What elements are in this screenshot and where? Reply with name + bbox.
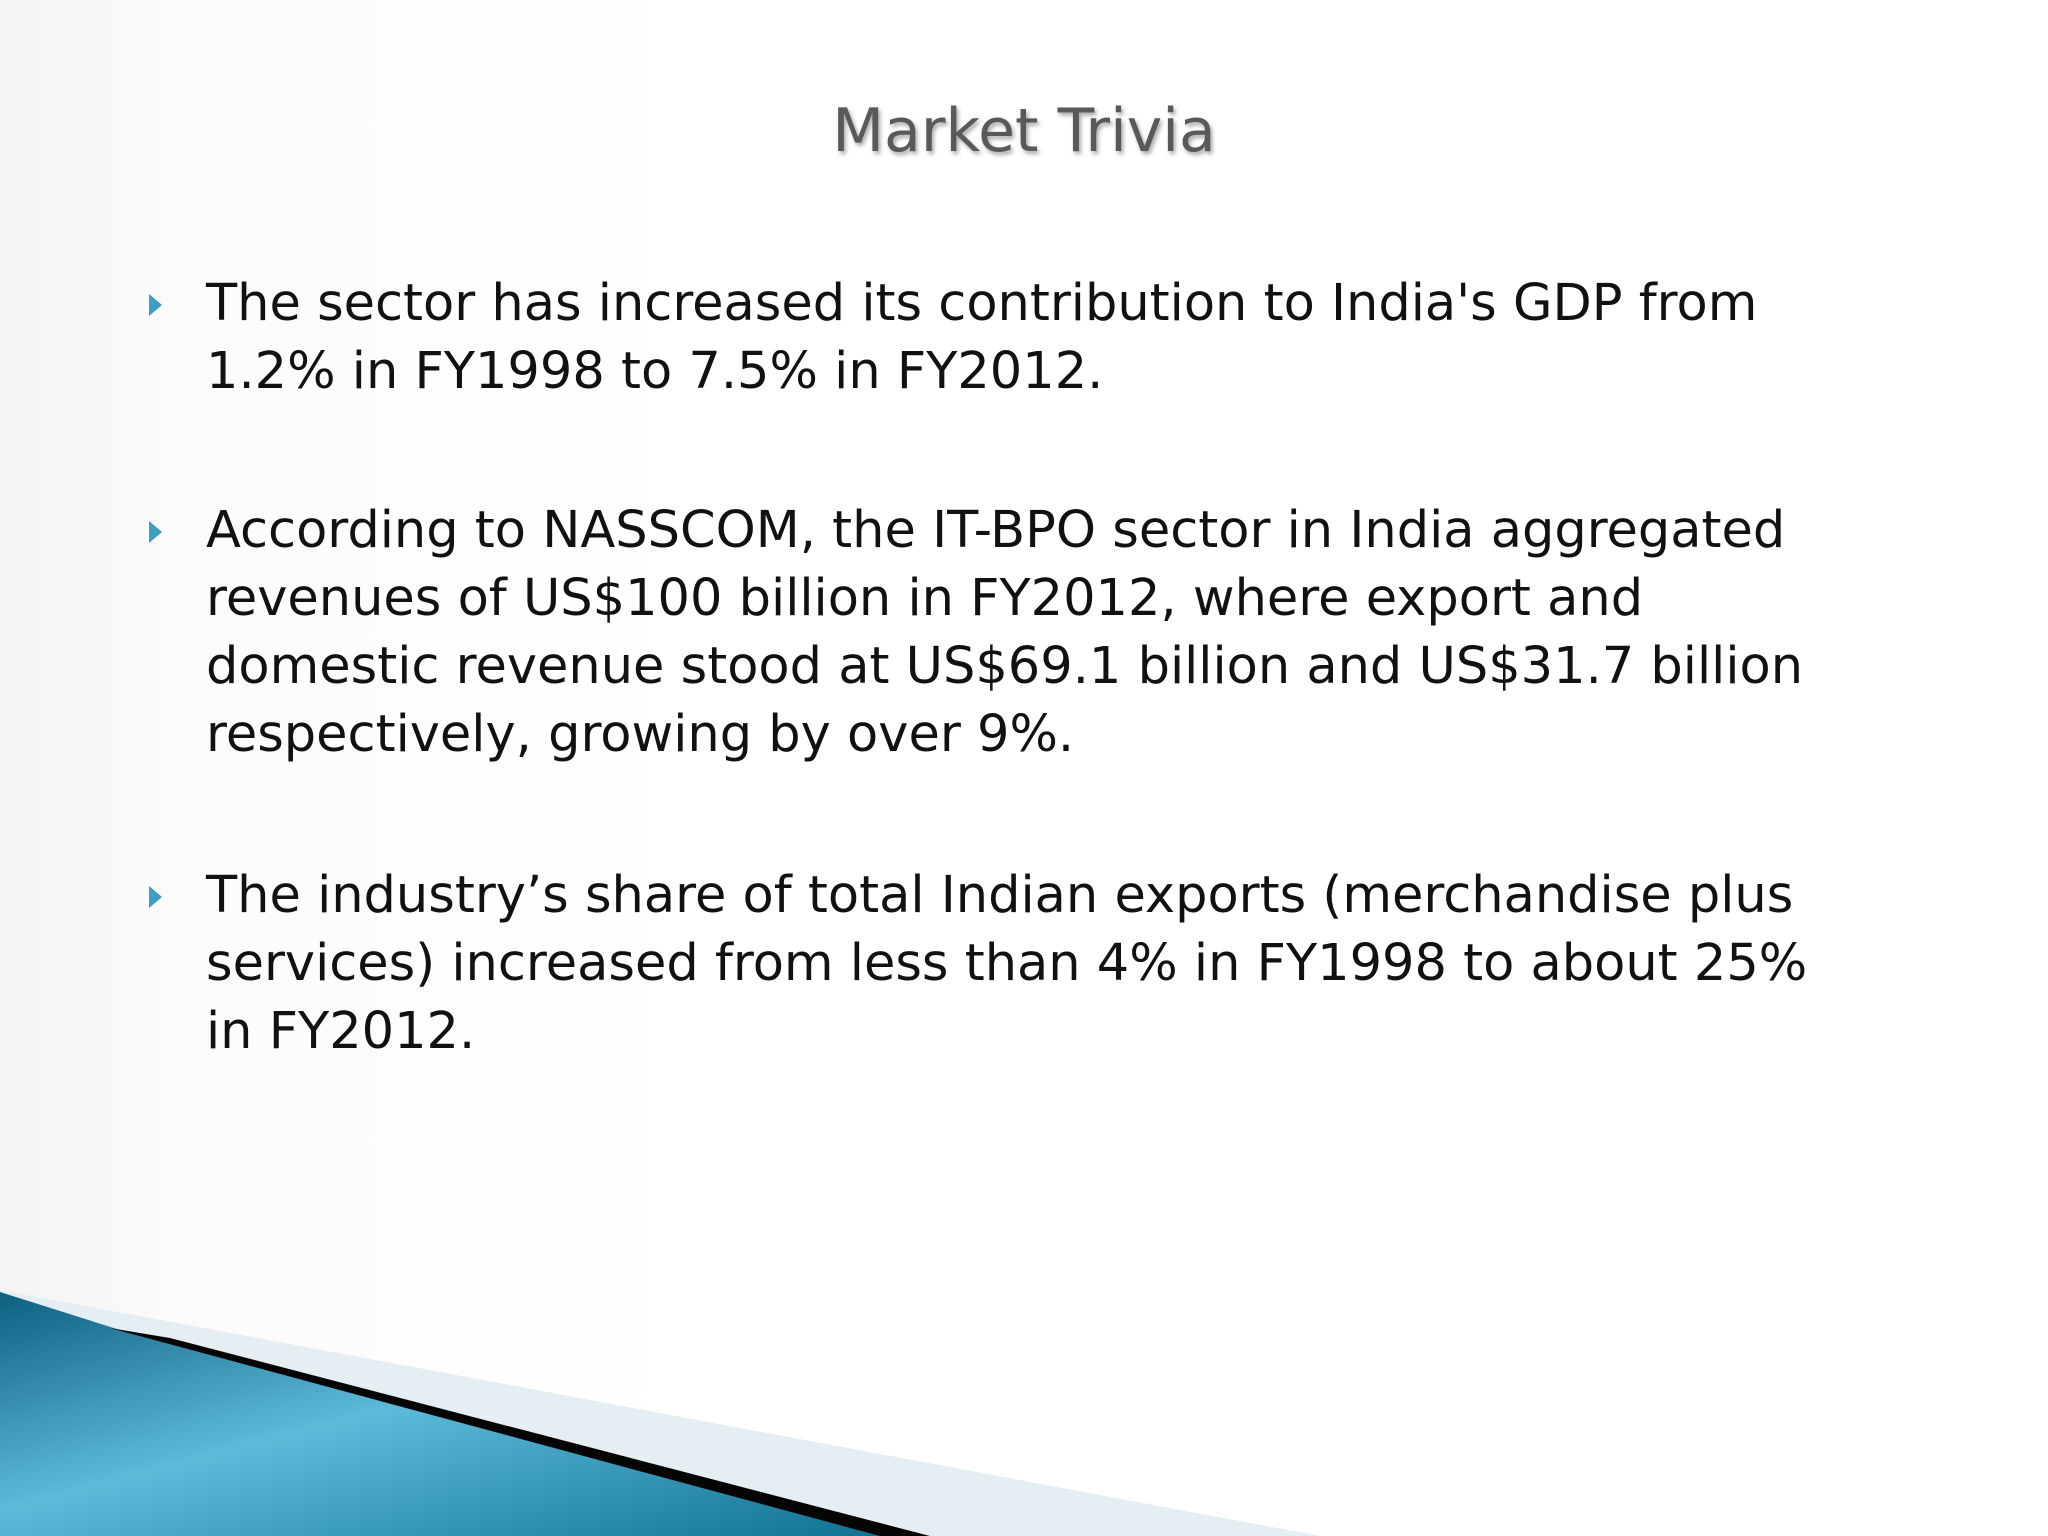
bullet: The sector has increased its contributio… <box>149 270 2006 406</box>
bullet-text: The sector has increased its contributio… <box>206 274 1758 333</box>
bullet-text: 1.2% in FY1998 to 7.5% in FY2012. <box>206 342 1104 401</box>
bullet-text: According to NASSCOM, the IT-BPO sector … <box>206 501 1786 560</box>
bullet-marker <box>149 886 162 908</box>
bullet: The industry’s share of total Indian exp… <box>149 862 2006 1066</box>
bullet-text: in FY2012. <box>206 1002 476 1061</box>
bullet-marker <box>149 294 162 316</box>
bullet-marker <box>149 521 162 543</box>
bullet-text: domestic revenue stood at US$69.1 billio… <box>206 637 1804 696</box>
bullet-text: revenues of US$100 billion in FY2012, wh… <box>206 569 1644 628</box>
bullet-text: respectively, growing by over 9%. <box>206 705 1075 764</box>
bullet-text: services) increased from less than 4% in… <box>206 934 1808 993</box>
bullet-text: The industry’s share of total Indian exp… <box>206 866 1794 925</box>
slide-title: Market Trivia <box>832 96 1216 166</box>
bullet: According to NASSCOM, the IT-BPO sector … <box>149 497 2006 769</box>
